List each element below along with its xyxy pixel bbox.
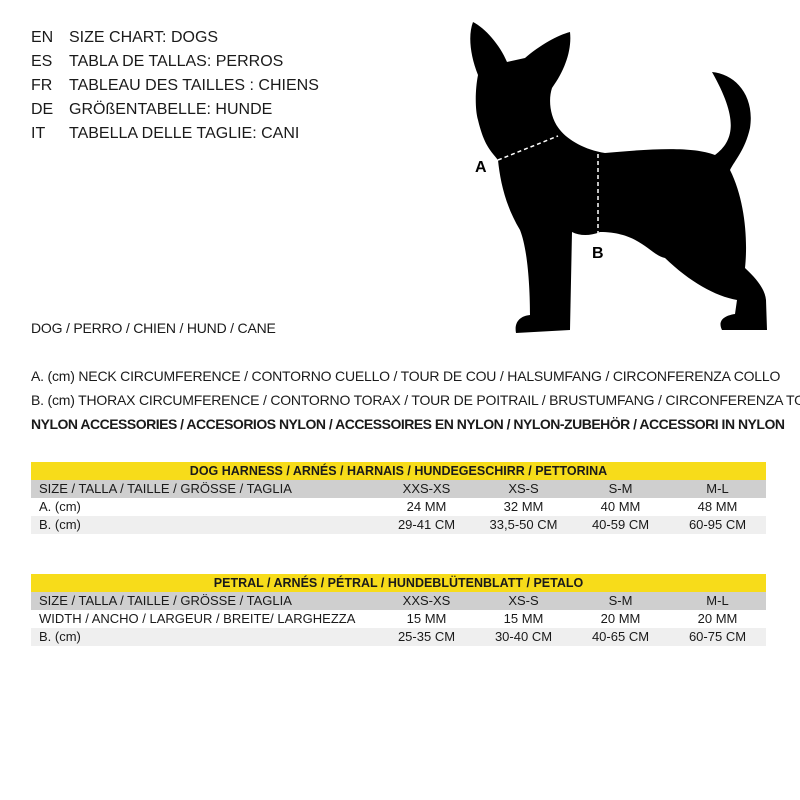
neck-measure-line xyxy=(497,135,559,161)
table-cell: 48 MM xyxy=(697,499,738,514)
table-cell: 24 MM xyxy=(406,499,447,514)
dog-silhouette xyxy=(470,22,767,333)
table-row: SIZE / TALLA / TAILLE / GRÖSSE / TAGLIA X… xyxy=(31,592,766,610)
language-code: DE xyxy=(31,101,54,118)
title-text: TABLA DE TALLAS: PERROS xyxy=(69,53,284,70)
language-code: IT xyxy=(31,125,46,142)
table-cell: 32 MM xyxy=(503,499,544,514)
table-cell: XXS-XS xyxy=(378,592,475,610)
row-label: WIDTH / ANCHO / LARGEUR / BREITE/ LARGHE… xyxy=(39,611,356,626)
table-cell: 30-40 CM xyxy=(475,628,572,646)
table-cell: 40 MM xyxy=(600,499,641,514)
legend-b: B. (cm) THORAX CIRCUMFERENCE / CONTORNO … xyxy=(31,392,800,408)
table-cell: 29-41 CM xyxy=(378,516,475,534)
row-label: B. (cm) xyxy=(31,516,378,534)
table-cell: S-M xyxy=(572,592,669,610)
size-table: DOG HARNESS / ARNÉS / HARNAIS / HUNDEGES… xyxy=(31,462,766,534)
table-cell: XXS-XS xyxy=(378,480,475,498)
table-cell: 40-65 CM xyxy=(572,628,669,646)
table-cell: XS-S xyxy=(475,592,572,610)
table-cell: 60-95 CM xyxy=(669,516,766,534)
table-cell: XS-S xyxy=(475,480,572,498)
table-row: B. (cm) 29-41 CM 33,5-50 CM 40-59 CM 60-95 C… xyxy=(31,516,766,534)
table-cell: S-M xyxy=(572,480,669,498)
language-code: FR xyxy=(31,77,53,94)
title-text: TABELLA DELLE TAGLIE: CANI xyxy=(69,125,300,142)
label-b: B xyxy=(592,245,604,262)
animal-label: DOG / PERRO / CHIEN / HUND / CANE xyxy=(31,320,276,336)
table-cell: 33,5-50 CM xyxy=(475,516,572,534)
table-row: B. (cm) 25-35 CM 30-40 CM 40-65 CM 60-75 CM xyxy=(31,628,766,646)
table-cell: 40-59 CM xyxy=(572,516,669,534)
table-cell: 20 MM xyxy=(600,611,641,626)
row-label: SIZE / TALLA / TAILLE / GRÖSSE / TAGLIA xyxy=(31,592,378,610)
title-text: GRÖßENTABELLE: HUNDE xyxy=(69,101,273,118)
language-code: ES xyxy=(31,53,53,70)
label-a: A xyxy=(475,159,487,176)
table-cell: 60-75 CM xyxy=(669,628,766,646)
table-cell: 15 MM xyxy=(406,611,447,626)
size-table: PETRAL / ARNÉS / PÉTRAL / HUNDEBLÜTENBLA… xyxy=(31,574,766,646)
table-row: SIZE / TALLA / TAILLE / GRÖSSE / TAGLIA X… xyxy=(31,480,766,498)
material-heading: NYLON ACCESSORIES / ACCESORIOS NYLON / A… xyxy=(31,416,785,432)
row-label: SIZE / TALLA / TAILLE / GRÖSSE / TAGLIA xyxy=(31,480,378,498)
table-header: PETRAL / ARNÉS / PÉTRAL / HUNDEBLÜTENBLA… xyxy=(31,574,766,592)
table-title: DOG HARNESS / ARNÉS / HARNAIS / HUNDEGES… xyxy=(31,462,766,480)
legend-a: A. (cm) NECK CIRCUMFERENCE / CONTORNO CU… xyxy=(31,368,781,384)
row-label: A. (cm) xyxy=(39,499,81,514)
title-text: TABLEAU DES TAILLES : CHIENS xyxy=(69,77,319,94)
table-row: A. (cm) 24 MM 32 MM 40 MM 48 MM xyxy=(31,498,766,516)
table-header: DOG HARNESS / ARNÉS / HARNAIS / HUNDEGES… xyxy=(31,462,766,480)
language-code: EN xyxy=(31,29,54,46)
table-cell: M-L xyxy=(669,592,766,610)
table-cell: 20 MM xyxy=(697,611,738,626)
table-row: WIDTH / ANCHO / LARGEUR / BREITE/ LARGHE… xyxy=(31,610,766,628)
row-label: B. (cm) xyxy=(31,628,378,646)
table-title: PETRAL / ARNÉS / PÉTRAL / HUNDEBLÜTENBLA… xyxy=(31,574,766,592)
table-cell: 15 MM xyxy=(503,611,544,626)
title-text: SIZE CHART: DOGS xyxy=(69,29,219,46)
table-cell: 25-35 CM xyxy=(378,628,475,646)
table-cell: M-L xyxy=(669,480,766,498)
